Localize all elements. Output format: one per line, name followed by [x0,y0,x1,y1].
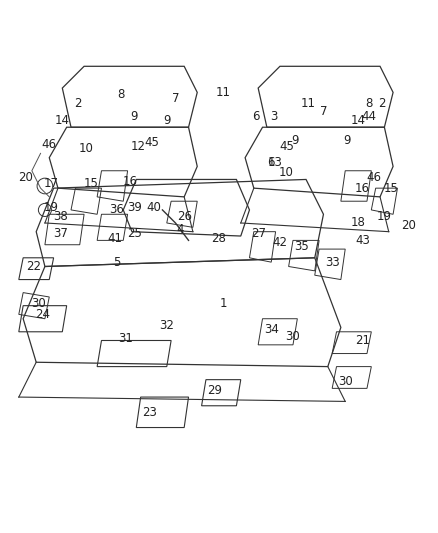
Text: 19: 19 [377,210,392,223]
Text: 31: 31 [118,332,133,345]
Text: 32: 32 [159,319,174,332]
Text: 8: 8 [365,97,373,110]
Text: 43: 43 [355,234,370,247]
Text: 9: 9 [344,134,351,147]
Text: 5: 5 [113,256,120,269]
Text: 34: 34 [264,323,279,336]
Text: 14: 14 [351,114,366,127]
Text: 39: 39 [127,201,141,214]
Text: 28: 28 [212,232,226,245]
Text: 4: 4 [176,223,184,236]
Text: 7: 7 [172,92,179,106]
Text: 44: 44 [362,110,377,123]
Text: 42: 42 [272,236,287,249]
Text: 9: 9 [291,134,299,147]
Text: 35: 35 [294,240,309,253]
Text: 7: 7 [320,106,327,118]
Text: 19: 19 [44,201,59,214]
Text: 22: 22 [27,260,42,273]
Text: 46: 46 [366,171,381,184]
Text: 40: 40 [146,201,161,214]
Text: 46: 46 [42,138,57,151]
Text: 3: 3 [270,110,277,123]
Text: 9: 9 [131,110,138,123]
Text: 14: 14 [55,114,70,127]
Text: 45: 45 [144,136,159,149]
Text: 11: 11 [301,97,316,110]
Text: 10: 10 [79,142,94,156]
Text: 6: 6 [252,110,260,123]
Text: 12: 12 [131,140,146,154]
Text: 9: 9 [163,114,170,127]
Text: 21: 21 [355,334,370,347]
Text: 2: 2 [378,97,386,110]
Text: 16: 16 [355,182,370,195]
Text: 30: 30 [338,375,353,389]
Text: 2: 2 [74,97,81,110]
Text: 11: 11 [216,86,231,99]
Text: 10: 10 [279,166,294,180]
Text: 18: 18 [351,216,366,230]
Text: 20: 20 [18,171,33,184]
Text: 24: 24 [35,308,50,321]
Text: 45: 45 [279,140,294,154]
Text: 16: 16 [122,175,137,188]
Text: 1: 1 [219,297,227,310]
Text: 37: 37 [53,228,67,240]
Text: 20: 20 [401,219,416,232]
Text: 30: 30 [286,329,300,343]
Text: 15: 15 [384,182,398,195]
Text: 29: 29 [207,384,222,397]
Text: 15: 15 [83,177,98,190]
Text: 17: 17 [44,177,59,190]
Text: 26: 26 [177,210,192,223]
Text: 13: 13 [268,156,283,168]
Text: 38: 38 [53,210,67,223]
Text: 27: 27 [251,228,266,240]
Text: 8: 8 [117,88,125,101]
Text: 36: 36 [110,204,124,216]
Text: 41: 41 [107,232,122,245]
Text: 30: 30 [31,297,46,310]
Text: 33: 33 [325,256,339,269]
Text: 6: 6 [268,156,275,168]
Text: 25: 25 [127,228,141,240]
Text: 23: 23 [142,406,157,419]
